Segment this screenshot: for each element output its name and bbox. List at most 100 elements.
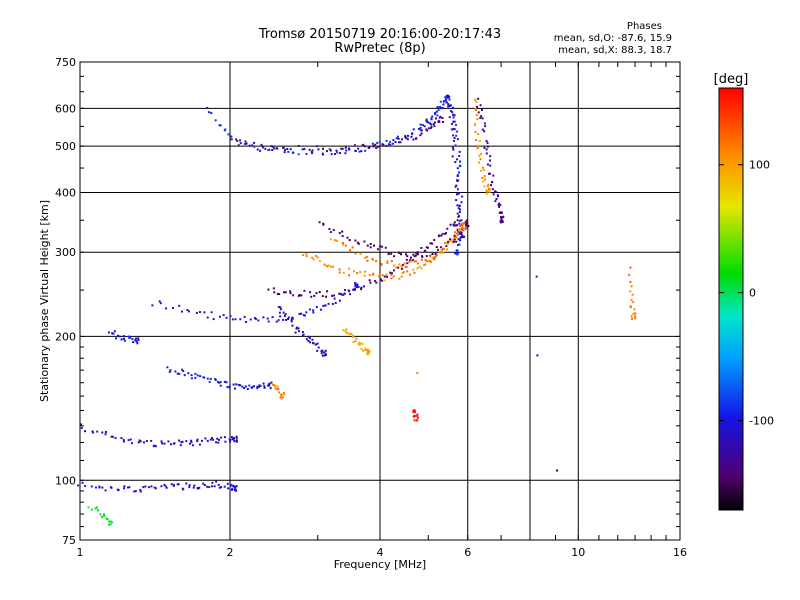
echo-point — [327, 264, 330, 267]
echo-point — [486, 185, 489, 188]
echo-point — [117, 334, 120, 337]
echo-point — [479, 104, 482, 107]
echo-point — [210, 112, 213, 115]
echo-point — [478, 154, 481, 157]
echo-point — [239, 318, 242, 321]
echo-point — [111, 521, 114, 524]
echo-point — [336, 151, 339, 154]
echo-point — [371, 142, 374, 145]
echo-point — [375, 281, 378, 284]
echo-point — [253, 385, 256, 388]
echo-point — [437, 109, 440, 112]
echo-point — [145, 440, 148, 443]
echo-point — [406, 262, 409, 265]
echo-point — [273, 147, 276, 150]
echo-point — [301, 334, 304, 337]
echo-point — [374, 280, 377, 283]
echo-point — [432, 256, 435, 259]
echo-point — [424, 258, 427, 261]
echo-point — [92, 431, 95, 434]
echo-point — [480, 115, 483, 118]
echo-point — [276, 385, 279, 388]
echo-point — [91, 430, 94, 433]
echo-point — [385, 273, 388, 276]
echo-point — [374, 143, 377, 146]
echo-point — [486, 141, 489, 144]
echo-point — [246, 388, 249, 391]
phase-heading: Phases — [626, 21, 662, 32]
echo-point — [214, 378, 217, 381]
plot-frame — [79, 61, 681, 541]
echo-point — [349, 333, 352, 336]
echo-point — [484, 125, 487, 128]
echo-point — [243, 386, 246, 389]
echo-point — [260, 143, 263, 146]
echo-point — [398, 251, 401, 254]
echo-point — [131, 337, 134, 340]
echo-point — [287, 318, 290, 321]
echo-point — [430, 118, 433, 121]
echo-point — [268, 382, 271, 385]
echo-point — [382, 144, 385, 147]
echo-point — [139, 490, 142, 493]
colorbar-label: [deg] — [714, 72, 749, 87]
echo-point — [317, 148, 320, 151]
echo-point — [452, 127, 455, 130]
echo-point — [217, 483, 220, 486]
echo-point — [465, 223, 468, 226]
echo-point — [481, 108, 484, 111]
echo-point — [318, 221, 321, 224]
echo-point — [131, 442, 134, 445]
echo-point — [633, 308, 636, 311]
echo-point — [477, 111, 480, 114]
echo-point — [441, 232, 444, 235]
echo-point — [219, 124, 222, 127]
y-tick-label: 400 — [55, 186, 76, 199]
echo-point — [461, 228, 464, 231]
echo-point — [305, 311, 308, 314]
echo-point — [312, 342, 315, 345]
echo-point — [353, 144, 356, 147]
echo-point — [253, 141, 256, 144]
echo-point — [348, 239, 351, 242]
echo-point — [200, 439, 203, 442]
y-tick-label: 300 — [55, 246, 76, 259]
echo-point — [452, 240, 455, 243]
echo-point — [369, 243, 372, 246]
echo-point — [113, 330, 116, 333]
echo-point — [202, 376, 205, 379]
echo-point — [478, 161, 481, 164]
echo-point — [139, 440, 142, 443]
x-axis-label: Frequency [MHz] — [334, 558, 426, 571]
echo-point — [404, 135, 407, 138]
x-tick-label: 16 — [673, 546, 687, 559]
echo-point — [235, 485, 238, 488]
echo-point — [439, 250, 442, 253]
echo-point — [501, 221, 504, 224]
echo-point — [462, 222, 465, 225]
echo-point — [373, 244, 376, 247]
echo-point — [324, 349, 327, 352]
echo-point — [632, 301, 635, 304]
echo-point — [377, 275, 380, 278]
echo-point — [160, 485, 163, 488]
echo-point — [241, 385, 244, 388]
echo-point — [425, 259, 428, 262]
echo-point — [330, 153, 333, 156]
echo-point — [453, 224, 456, 227]
echo-point — [271, 316, 274, 319]
echo-point — [96, 430, 99, 433]
echo-point — [454, 231, 457, 234]
echo-point — [331, 265, 334, 268]
echo-point — [84, 485, 87, 488]
echo-point — [132, 341, 135, 344]
echo-point — [344, 288, 347, 291]
echo-point — [137, 337, 140, 340]
echo-point — [452, 139, 455, 142]
echo-point — [283, 392, 286, 395]
echo-point — [256, 148, 259, 151]
echo-point — [406, 138, 409, 141]
y-axis-label: Stationary phase Virtual Height [km] — [38, 200, 51, 402]
echo-point — [334, 301, 337, 304]
